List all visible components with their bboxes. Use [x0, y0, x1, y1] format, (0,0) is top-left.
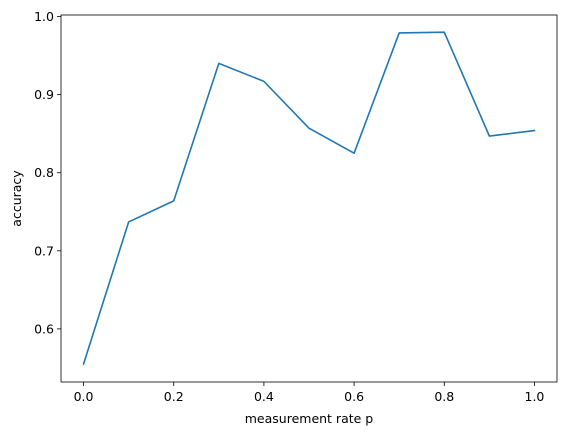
x-axis: 0.0 0.2 0.4 0.6 0.8 1.0 — [74, 382, 545, 404]
x-tick-label: 0.0 — [74, 389, 94, 404]
series-line-0 — [82, 31, 536, 366]
x-tick-label: 0.2 — [164, 389, 184, 404]
y-tick-label: 0.7 — [34, 243, 54, 258]
plot-frame — [60, 14, 558, 383]
y-tick-label: 0.6 — [34, 321, 54, 336]
x-tick-label: 0.8 — [434, 389, 454, 404]
y-tick-label: 1.0 — [34, 9, 54, 24]
plot-border — [60, 14, 558, 383]
y-axis-label: accuracy — [9, 170, 24, 227]
series-layer — [82, 31, 536, 366]
x-axis-label: measurement rate p — [245, 411, 374, 426]
x-tick-label: 0.6 — [344, 389, 364, 404]
x-tick-label: 1.0 — [525, 389, 545, 404]
y-axis: 0.6 0.7 0.8 0.9 1.0 — [34, 9, 61, 336]
y-tick-label: 0.8 — [34, 165, 54, 180]
y-tick-label: 0.9 — [34, 87, 54, 102]
x-tick-label: 0.4 — [254, 389, 274, 404]
